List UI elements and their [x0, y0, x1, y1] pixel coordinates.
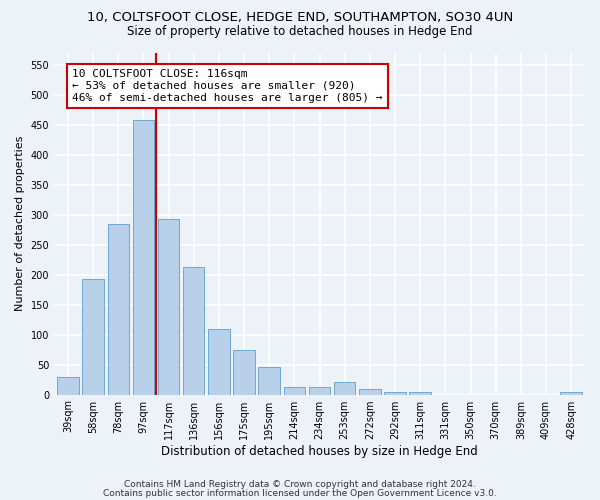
Bar — [309, 387, 330, 394]
Bar — [409, 392, 431, 394]
Bar — [82, 280, 104, 394]
Bar — [385, 392, 406, 394]
Bar — [233, 350, 255, 395]
Text: Contains public sector information licensed under the Open Government Licence v3: Contains public sector information licen… — [103, 489, 497, 498]
Bar — [183, 267, 205, 394]
Bar — [133, 120, 154, 394]
Bar — [57, 376, 79, 394]
Y-axis label: Number of detached properties: Number of detached properties — [15, 136, 25, 311]
Text: Contains HM Land Registry data © Crown copyright and database right 2024.: Contains HM Land Registry data © Crown c… — [124, 480, 476, 489]
Text: 10 COLTSFOOT CLOSE: 116sqm
← 53% of detached houses are smaller (920)
46% of sem: 10 COLTSFOOT CLOSE: 116sqm ← 53% of deta… — [73, 70, 383, 102]
Bar — [359, 388, 380, 394]
Bar — [158, 218, 179, 394]
Bar — [208, 329, 230, 394]
Bar — [107, 224, 129, 394]
Bar — [560, 392, 582, 394]
Bar — [334, 382, 355, 394]
Text: 10, COLTSFOOT CLOSE, HEDGE END, SOUTHAMPTON, SO30 4UN: 10, COLTSFOOT CLOSE, HEDGE END, SOUTHAMP… — [87, 12, 513, 24]
Text: Size of property relative to detached houses in Hedge End: Size of property relative to detached ho… — [127, 25, 473, 38]
Bar — [284, 387, 305, 394]
X-axis label: Distribution of detached houses by size in Hedge End: Distribution of detached houses by size … — [161, 444, 478, 458]
Bar — [259, 367, 280, 394]
